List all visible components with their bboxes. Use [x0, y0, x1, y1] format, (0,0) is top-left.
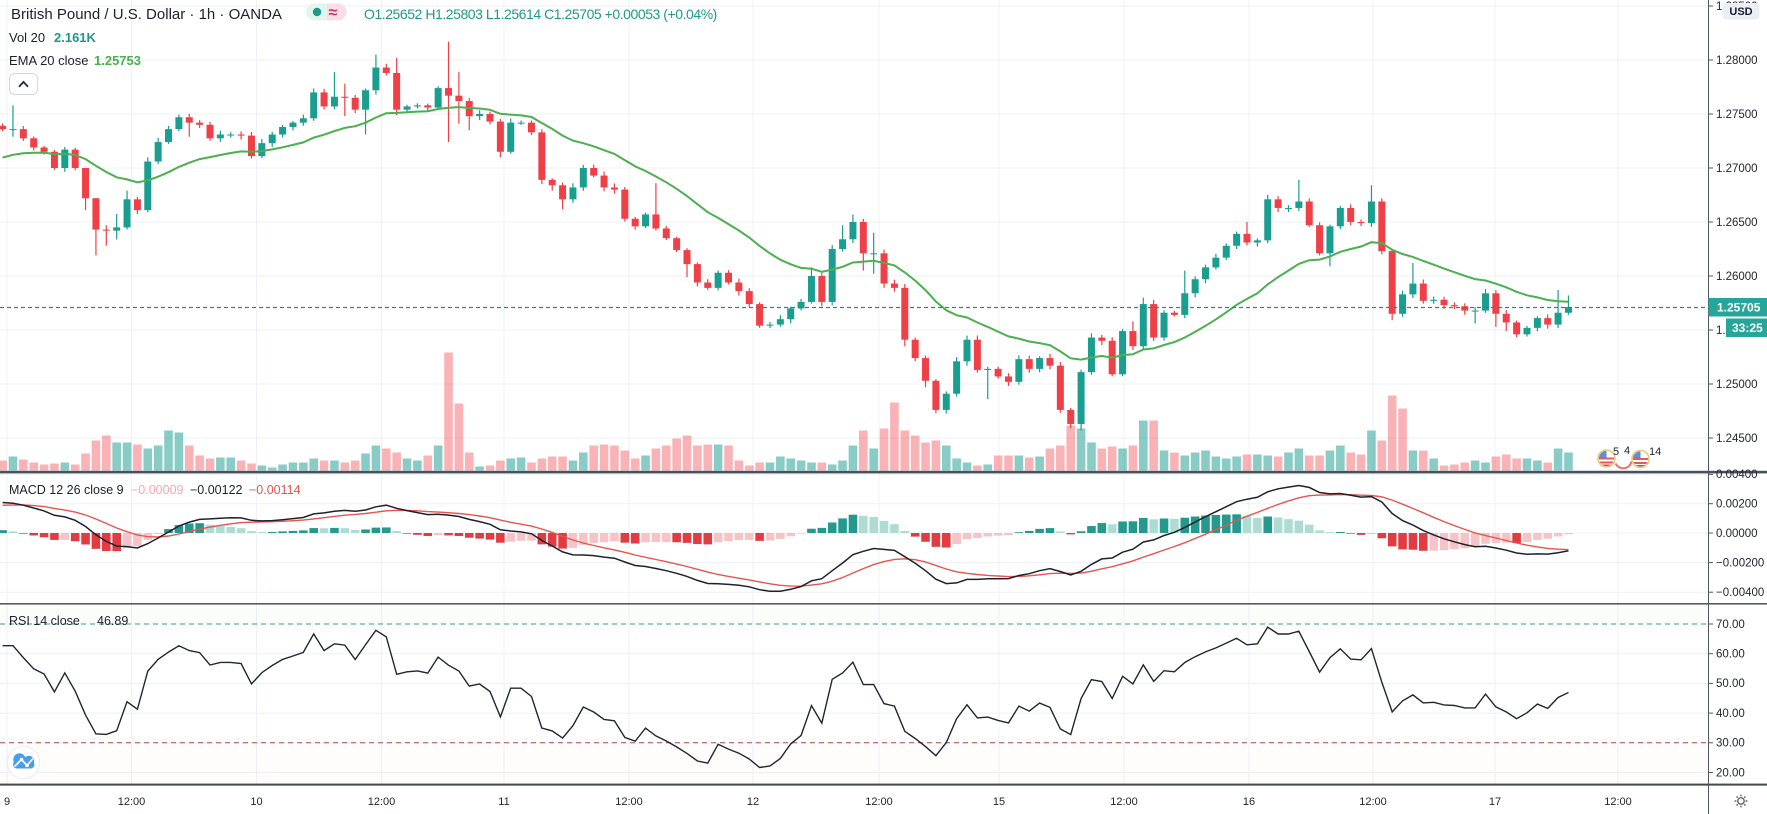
- svg-text:60.00: 60.00: [1716, 649, 1745, 661]
- svg-text:12:00: 12:00: [368, 796, 396, 808]
- svg-text:40.00: 40.00: [1716, 708, 1745, 720]
- svg-text:9: 9: [4, 796, 10, 808]
- svg-text:1.25705: 1.25705: [1717, 301, 1761, 315]
- svg-text:46.89: 46.89: [97, 614, 128, 628]
- svg-text:14: 14: [1649, 446, 1661, 458]
- svg-text:50.00: 50.00: [1716, 678, 1745, 690]
- svg-text:16: 16: [1243, 796, 1255, 808]
- svg-text:1.27500: 1.27500: [1716, 109, 1758, 121]
- svg-text:−0.00200: −0.00200: [1716, 557, 1764, 569]
- svg-text:0.00000: 0.00000: [1716, 528, 1758, 540]
- svg-text:≈: ≈: [329, 5, 338, 22]
- svg-text:0.00200: 0.00200: [1716, 499, 1758, 511]
- svg-text:−0.00009: −0.00009: [131, 483, 184, 497]
- svg-text:1.26000: 1.26000: [1716, 271, 1758, 283]
- svg-text:MACD 12 26 close 9: MACD 12 26 close 9: [9, 483, 124, 497]
- svg-text:11: 11: [498, 796, 509, 808]
- svg-text:1.25000: 1.25000: [1716, 379, 1758, 391]
- svg-text:2.161K: 2.161K: [54, 30, 97, 45]
- svg-text:EMA 20 close: EMA 20 close: [9, 53, 89, 68]
- svg-text:−0.00122: −0.00122: [190, 483, 243, 497]
- svg-text:12:00: 12:00: [615, 796, 643, 808]
- svg-text:Vol 20: Vol 20: [9, 30, 45, 45]
- svg-text:0.00400: 0.00400: [1716, 469, 1758, 481]
- svg-text:15: 15: [993, 796, 1005, 808]
- svg-text:5: 5: [1613, 446, 1619, 458]
- svg-text:12:00: 12:00: [118, 796, 146, 808]
- svg-text:12:00: 12:00: [865, 796, 893, 808]
- svg-text:British Pound / U.S. Dollar ·: British Pound / U.S. Dollar · 1h · OANDA: [11, 6, 282, 23]
- svg-text:70.00: 70.00: [1716, 619, 1745, 631]
- svg-text:10: 10: [250, 796, 262, 808]
- svg-text:12:00: 12:00: [1359, 796, 1387, 808]
- svg-text:4: 4: [1624, 445, 1630, 457]
- svg-text:12: 12: [747, 796, 759, 808]
- svg-text:33:25: 33:25: [1732, 321, 1763, 335]
- svg-text:1.25753: 1.25753: [94, 53, 141, 68]
- svg-text:1.24500: 1.24500: [1716, 433, 1758, 445]
- svg-text:30.00: 30.00: [1716, 738, 1745, 750]
- svg-text:−0.00400: −0.00400: [1716, 587, 1764, 599]
- svg-text:O1.25652 H1.25803 L1.25614 C1.: O1.25652 H1.25803 L1.25614 C1.25705 +0.0…: [364, 6, 717, 22]
- svg-text:17: 17: [1489, 796, 1501, 808]
- svg-text:1.28000: 1.28000: [1716, 55, 1758, 67]
- svg-text:RSI 14 close: RSI 14 close: [9, 614, 80, 628]
- svg-text:USD: USD: [1729, 6, 1752, 18]
- svg-text:−0.00114: −0.00114: [249, 483, 301, 497]
- svg-text:1.27000: 1.27000: [1716, 163, 1758, 175]
- svg-text:12:00: 12:00: [1110, 796, 1138, 808]
- svg-text:1.26500: 1.26500: [1716, 217, 1758, 229]
- svg-text:20.00: 20.00: [1716, 767, 1745, 779]
- svg-text:12:00: 12:00: [1604, 796, 1632, 808]
